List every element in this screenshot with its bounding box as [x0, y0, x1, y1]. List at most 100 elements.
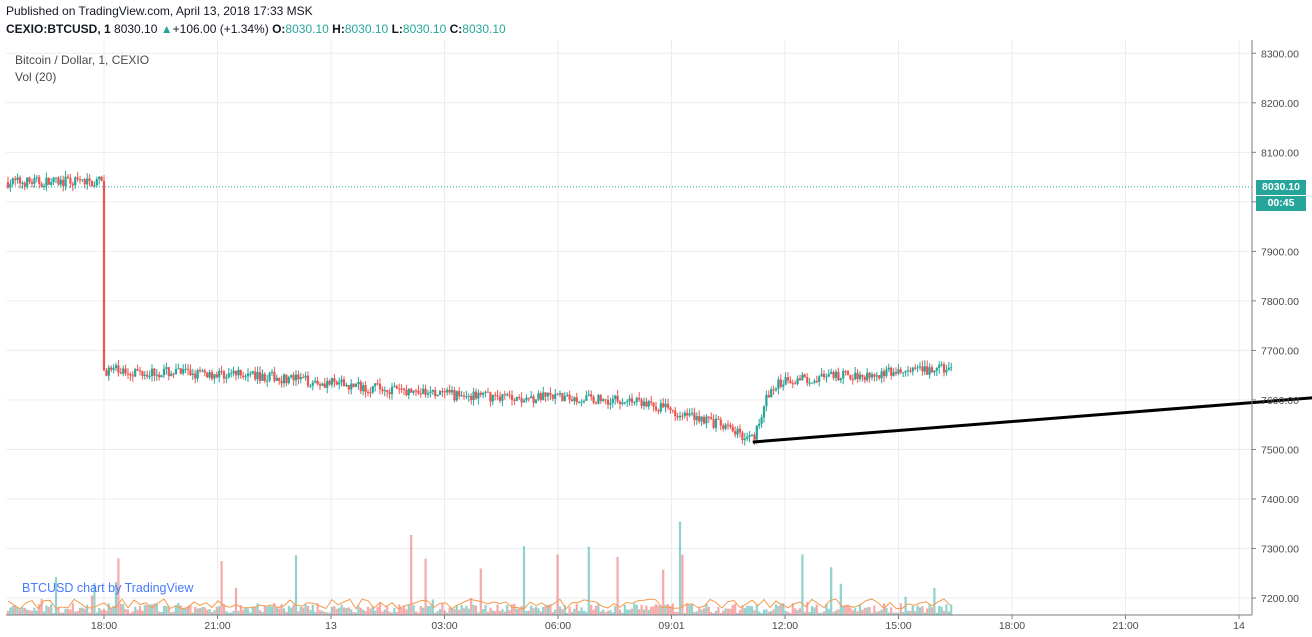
- volume-bar: [443, 610, 446, 615]
- candle-body: [395, 386, 398, 389]
- volume-bar: [947, 611, 950, 615]
- candle-body: [678, 415, 682, 418]
- volume-bar: [249, 612, 252, 615]
- volume-bar: [606, 610, 610, 615]
- volume-bar: [225, 611, 228, 615]
- candle-body: [184, 368, 187, 370]
- volume-bar: [107, 603, 110, 615]
- volume-bar: [263, 605, 266, 615]
- candle-body: [796, 378, 799, 384]
- candle-body: [666, 403, 670, 408]
- candle-body: [695, 416, 698, 421]
- volume-bar: [693, 612, 696, 615]
- candle-body: [491, 394, 494, 402]
- candle-body: [729, 424, 732, 427]
- volume-bar: [210, 612, 214, 615]
- volume-bar: [549, 604, 552, 615]
- volume-bar: [539, 611, 542, 615]
- volume-bar: [868, 607, 871, 615]
- candle-body: [311, 382, 314, 386]
- volume-bar: [290, 607, 293, 615]
- volume-ma-line: [7, 598, 951, 610]
- volume-bar: [681, 554, 684, 615]
- candle-body: [158, 374, 161, 378]
- volume-bar: [537, 608, 540, 615]
- candle-body: [371, 386, 374, 393]
- candle-body: [846, 371, 850, 375]
- candle-body: [501, 394, 504, 401]
- volume-bar: [400, 607, 403, 615]
- candle-body: [926, 366, 929, 375]
- volume-bar: [482, 609, 485, 615]
- volume-bar: [518, 608, 521, 615]
- candle-body: [882, 371, 886, 377]
- volume-bar: [731, 604, 734, 615]
- volume-bar: [309, 609, 312, 615]
- volume-bars: [6, 521, 953, 615]
- candle-body: [366, 391, 370, 393]
- candle-body: [410, 388, 413, 393]
- candle-body: [837, 371, 840, 381]
- volume-bar: [846, 604, 850, 615]
- volume-bar: [786, 611, 790, 615]
- candle-body: [760, 417, 763, 424]
- candle-body: [66, 176, 70, 178]
- volume-bar: [599, 611, 602, 615]
- candle-body: [575, 397, 578, 403]
- candle-body: [438, 391, 442, 395]
- candle-body: [662, 403, 665, 408]
- candle-body: [165, 367, 168, 369]
- volume-bar: [335, 608, 338, 615]
- watermark-link[interactable]: BTCUSD chart by TradingView: [22, 581, 194, 595]
- volume-bar: [297, 611, 300, 615]
- volume-bar: [873, 605, 876, 615]
- volume-bar: [724, 608, 727, 615]
- candle-body: [376, 383, 379, 385]
- candle-body: [35, 177, 38, 179]
- volume-bar: [880, 609, 883, 615]
- volume-bar: [434, 612, 437, 615]
- candle-body: [947, 367, 950, 370]
- volume-bar: [460, 604, 463, 615]
- candle-body: [23, 182, 26, 187]
- volume-bar: [45, 605, 48, 615]
- y-tick-label: 7900.00: [1261, 246, 1299, 258]
- candle-body: [362, 385, 365, 392]
- candle-body: [645, 401, 648, 407]
- candle-body: [201, 370, 204, 372]
- candle-body: [340, 379, 343, 383]
- volume-bar: [611, 612, 614, 615]
- candle-body: [652, 402, 655, 407]
- candle-body: [203, 370, 206, 373]
- candle-body: [532, 396, 535, 403]
- candle-body: [57, 177, 60, 185]
- volume-bar: [590, 604, 593, 615]
- volume-bar: [186, 606, 190, 615]
- volume-bar: [47, 606, 50, 615]
- volume-bar: [30, 610, 34, 615]
- volume-bar: [832, 611, 835, 615]
- chart-legend: Bitcoin / Dollar, 1, CEXIO Vol (20): [15, 53, 149, 87]
- candle-body: [47, 177, 50, 185]
- candle-body: [333, 378, 336, 382]
- change-value: +106.00 (+1.34%): [172, 22, 269, 36]
- candle-body: [426, 393, 430, 395]
- symbol-label[interactable]: CEXIO:BTCUSD, 1: [6, 22, 111, 36]
- candle-body: [647, 401, 650, 407]
- price-chart[interactable]: 8300.008200.008100.008000.007900.007800.…: [0, 40, 1312, 637]
- candle-body: [731, 426, 734, 432]
- candle-body: [786, 377, 790, 381]
- candle-body: [352, 383, 355, 388]
- volume-bar: [779, 604, 782, 615]
- volume-bar: [412, 604, 415, 615]
- candle-body: [849, 374, 852, 380]
- volume-bar: [347, 607, 350, 615]
- candle-body: [112, 368, 115, 370]
- candle-body: [150, 368, 154, 377]
- volume-bar: [232, 610, 235, 615]
- volume-bar: [810, 606, 814, 615]
- volume-bar: [206, 609, 209, 615]
- candle-body: [611, 398, 614, 404]
- candle-body: [446, 389, 449, 393]
- candle-body: [520, 398, 523, 403]
